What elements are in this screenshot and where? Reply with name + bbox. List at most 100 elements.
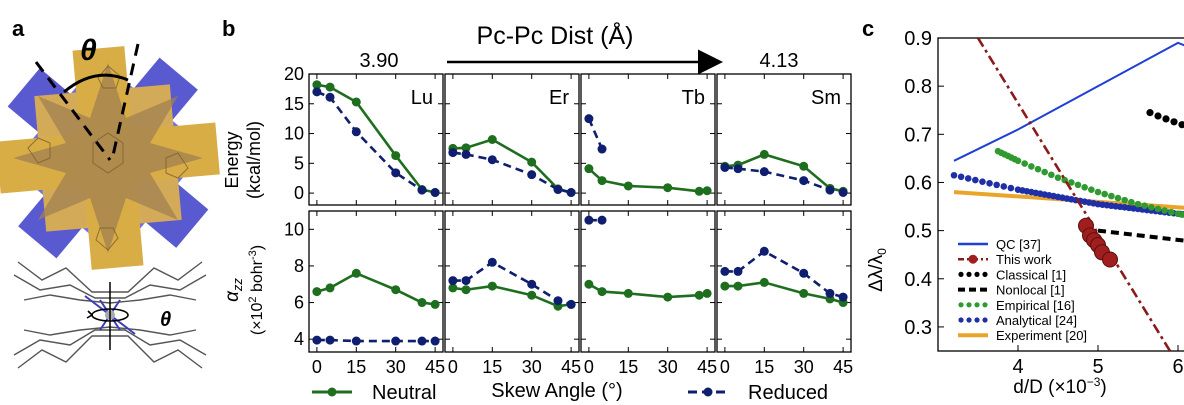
neutral-point — [527, 157, 537, 167]
this-work-point — [1102, 251, 1118, 268]
neutral-point — [623, 288, 633, 298]
reduced-point — [325, 92, 335, 102]
alpha-ylabel-sup2: -3 — [247, 250, 259, 260]
empirical-dot — [1041, 168, 1048, 176]
reduced-line — [724, 249, 844, 299]
neutral-point — [597, 176, 607, 186]
reduced-point — [417, 336, 427, 346]
alpha-ylabel-part2: bohr — [249, 259, 266, 296]
analytical-dot — [1007, 184, 1015, 192]
x-tick-label: 6 — [1172, 356, 1183, 378]
neutral-point — [430, 299, 440, 309]
neutral-point — [325, 82, 335, 92]
empirical-dot — [1081, 183, 1088, 191]
empirical-dot — [1154, 205, 1162, 213]
reduced-point — [825, 288, 835, 298]
empirical-dot — [1021, 160, 1028, 167]
subplot-sm-energy: Sm — [716, 73, 852, 206]
panel-c-ylabel: Δλ/λ0 — [866, 248, 889, 292]
neutral-point — [391, 285, 401, 295]
y-tick-label: 0.6 — [904, 172, 932, 194]
x-tick-label: 15 — [482, 357, 502, 377]
empirical-dot — [1134, 200, 1142, 208]
y-tick-label: 0.7 — [904, 124, 932, 146]
analytical-dot — [986, 179, 993, 187]
empirical-dot — [1168, 208, 1175, 216]
reduced-point — [838, 292, 848, 302]
legend-reduced: Reduced — [688, 382, 828, 404]
reduced-point — [825, 185, 835, 195]
neutral-point — [759, 149, 769, 159]
reduced-point — [584, 114, 594, 124]
element-label-tb: Tb — [682, 87, 705, 109]
y-tick-label: 5 — [294, 153, 304, 173]
y-tick-label: 15 — [284, 94, 304, 114]
neutral-point — [417, 298, 427, 308]
y-tick-label: 0 — [294, 183, 304, 203]
reduced-point — [448, 276, 458, 286]
classical-dot — [1146, 109, 1154, 117]
x-tick-label: 0 — [584, 357, 594, 377]
empirical-dot — [1034, 165, 1042, 173]
x-tick-label: 0 — [720, 357, 730, 377]
reduced-point — [597, 215, 607, 225]
panel-c-xlabel-main: d/D (×10 — [1013, 377, 1086, 398]
reduced-point — [566, 187, 576, 197]
panel-b-letter: b — [222, 16, 235, 41]
distance-right-value: 4.13 — [760, 50, 799, 72]
legend-item-empirical-16: Empirical [16] — [958, 298, 1075, 313]
legend-dot — [958, 317, 964, 323]
alpha-ylabel-sup: 2 — [247, 296, 259, 302]
reduced-point — [351, 127, 361, 137]
classical-dot — [1154, 112, 1162, 120]
element-label-lu: Lu — [411, 87, 433, 109]
subplot-tb-alpha: 0 15 30 45 — [580, 210, 717, 377]
neutral-point — [663, 183, 673, 193]
alpha-ylabel-line2: (×102 bohr-3) — [247, 245, 266, 335]
neutral-point — [487, 281, 497, 291]
legend-marker — [968, 254, 978, 264]
x-tick-label: 15 — [346, 357, 366, 377]
neutral-point — [325, 283, 335, 293]
analytical-dot — [964, 175, 972, 182]
empirical-dot — [1068, 179, 1075, 186]
reduced-point — [733, 266, 743, 276]
empirical-dot — [1114, 194, 1122, 202]
neutral-point — [448, 283, 458, 293]
panel-c-xlabel-sup: −3 — [1087, 375, 1101, 389]
theta-label-top: θ — [80, 34, 97, 67]
reduced-point — [312, 87, 322, 97]
reduced-point — [430, 336, 440, 346]
legend-item-this-work: This work — [958, 252, 1052, 267]
subplot-lu-alpha: 0 15 30 45 4 6 8 10 — [284, 210, 445, 377]
y-tick-label: 20 — [284, 64, 304, 84]
legend-dot — [958, 271, 964, 277]
legend-label: This work — [996, 252, 1052, 267]
this-work-fit-line — [976, 38, 1172, 351]
legend-item-classical-1: Classical [1] — [958, 267, 1066, 282]
reduced-point — [720, 266, 730, 276]
analytical-dot — [957, 173, 965, 181]
reduced-point — [799, 268, 809, 278]
y-tick-label: 4 — [294, 329, 304, 349]
analytical-dot — [950, 171, 958, 179]
analytical-dot — [1000, 183, 1008, 190]
x-tick-label: 0 — [448, 357, 458, 377]
reduced-point — [325, 335, 335, 345]
legend-label: Empirical [16] — [996, 298, 1075, 313]
legend-dot — [974, 317, 980, 323]
panel-c-ylabel-main: Δλ/λ — [866, 254, 887, 291]
reduced-point — [417, 185, 427, 195]
legend-label: Analytical [24] — [996, 313, 1077, 328]
subplot-frame — [716, 210, 852, 353]
legend-label: Experiment [20] — [996, 328, 1087, 343]
x-tick-label: 45 — [561, 357, 581, 377]
analytical-dot — [993, 181, 1000, 189]
reduced-line — [587, 118, 604, 150]
x-tick-label: 30 — [522, 357, 542, 377]
neutral-point — [720, 281, 730, 291]
empirical-dot — [1161, 207, 1168, 214]
neutral-point — [597, 287, 607, 297]
